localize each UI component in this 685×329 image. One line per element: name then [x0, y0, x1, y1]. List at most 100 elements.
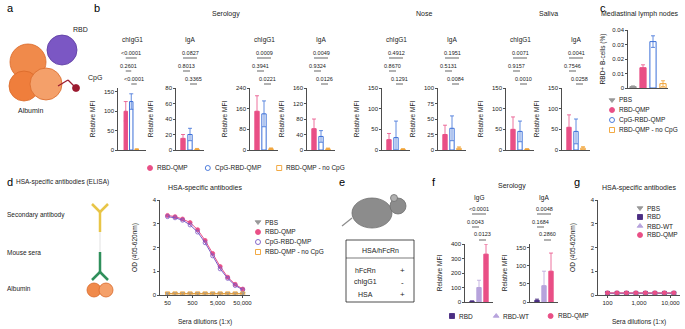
svg-text:10,000: 10,000 — [661, 300, 680, 306]
svg-text:100: 100 — [516, 263, 527, 269]
svg-text:1,000: 1,000 — [631, 300, 647, 306]
svg-text:5,000: 5,000 — [210, 300, 226, 306]
svg-text:150: 150 — [368, 85, 379, 91]
svg-text:chIgG1: chIgG1 — [254, 36, 275, 44]
svg-text:0.0043: 0.0043 — [467, 219, 484, 225]
svg-text:150: 150 — [104, 89, 115, 95]
svg-text:RBD: RBD — [459, 313, 473, 320]
svg-text:0.0010: 0.0010 — [515, 76, 532, 82]
svg-text:CpG-RBD-QMP: CpG-RBD-QMP — [215, 164, 261, 172]
svg-text:0.1951: 0.1951 — [444, 50, 461, 56]
svg-text:Serology: Serology — [212, 10, 240, 18]
svg-text:3: 3 — [153, 221, 157, 227]
svg-text:CpG-RBD-QMP: CpG-RBD-QMP — [619, 116, 665, 124]
svg-text:25: 25 — [427, 132, 434, 138]
svg-text:120: 120 — [293, 101, 304, 107]
svg-text:100: 100 — [104, 108, 115, 114]
svg-text:1: 1 — [591, 268, 595, 274]
svg-text:0.03: 0.03 — [612, 42, 624, 48]
svg-text:Relative MFI: Relative MFI — [278, 101, 285, 138]
svg-text:75: 75 — [427, 101, 434, 107]
svg-text:0.4912: 0.4912 — [388, 50, 405, 56]
svg-text:RBD-QMP: RBD-QMP — [157, 164, 188, 172]
svg-text:200: 200 — [451, 270, 462, 276]
svg-text:IgA: IgA — [316, 36, 326, 44]
svg-text:Relative MFI: Relative MFI — [89, 101, 96, 138]
svg-text:Mouse sera: Mouse sera — [7, 249, 41, 256]
svg-text:2: 2 — [591, 245, 595, 251]
svg-text:160: 160 — [293, 85, 304, 91]
svg-text:0.0009: 0.0009 — [256, 50, 273, 56]
svg-text:Relative MFI: Relative MFI — [477, 101, 484, 138]
svg-text:IgG: IgG — [474, 194, 484, 202]
svg-text:a: a — [7, 2, 14, 14]
svg-text:150: 150 — [516, 245, 527, 251]
svg-text:Relative MFI: Relative MFI — [533, 101, 540, 138]
svg-text:HSA-specific antibodies: HSA-specific antibodies — [602, 184, 676, 192]
svg-text:100: 100 — [602, 300, 613, 306]
svg-text:RBD-WT: RBD-WT — [503, 313, 529, 320]
svg-text:0.2860: 0.2860 — [539, 231, 556, 237]
svg-text:0.8670: 0.8670 — [384, 63, 401, 69]
svg-text:0: 0 — [458, 299, 462, 305]
svg-text:Albumin: Albumin — [18, 107, 43, 114]
svg-text:Secondary antibody: Secondary antibody — [7, 211, 65, 219]
svg-text:0: 0 — [591, 292, 595, 298]
svg-text:Sera dilutions (1:x): Sera dilutions (1:x) — [178, 318, 232, 326]
svg-text:PBS: PBS — [647, 205, 661, 212]
svg-text:400: 400 — [451, 241, 462, 247]
svg-text:300: 300 — [451, 256, 462, 262]
svg-text:RBD: RBD — [647, 213, 661, 220]
svg-text:100: 100 — [451, 285, 462, 291]
svg-text:RBD-QMP: RBD-QMP — [558, 312, 589, 320]
svg-text:Mediastinal lymph nodes: Mediastinal lymph nodes — [601, 10, 679, 18]
svg-text:0: 0 — [243, 147, 247, 153]
svg-text:160: 160 — [236, 106, 247, 112]
svg-text:c: c — [600, 2, 606, 14]
svg-text:4: 4 — [591, 197, 595, 203]
svg-text:g: g — [574, 176, 580, 188]
svg-text:40: 40 — [165, 116, 172, 122]
svg-text:<0.0001: <0.0001 — [469, 206, 489, 212]
svg-text:Sera dilutions (1:x): Sera dilutions (1:x) — [612, 318, 666, 326]
svg-text:100: 100 — [492, 106, 503, 112]
svg-text:e: e — [339, 176, 345, 188]
svg-text:80: 80 — [239, 126, 246, 132]
svg-text:0.1684: 0.1684 — [532, 219, 549, 225]
svg-text:40: 40 — [296, 132, 303, 138]
svg-text:RBD-WT: RBD-WT — [647, 223, 673, 230]
svg-text:HSA-specific antibodies: HSA-specific antibodies — [168, 184, 242, 192]
svg-text:3: 3 — [591, 221, 595, 227]
svg-text:chIgG1: chIgG1 — [510, 36, 531, 44]
svg-text:100: 100 — [424, 85, 435, 91]
svg-text:RBD-QMP - no CpG: RBD-QMP - no CpG — [265, 248, 324, 256]
svg-text:0.0041: 0.0041 — [568, 50, 585, 56]
svg-text:-: - — [401, 278, 404, 287]
svg-text:0.01: 0.01 — [612, 71, 624, 77]
svg-text:HSA/hFcRn: HSA/hFcRn — [362, 247, 399, 254]
svg-text:Relative MFI: Relative MFI — [409, 101, 416, 138]
svg-text:PBS: PBS — [265, 219, 279, 226]
svg-text:0: 0 — [111, 147, 115, 153]
svg-text:Relative MFI: Relative MFI — [353, 101, 360, 138]
svg-text:Relative MFI: Relative MFI — [436, 255, 443, 292]
svg-text:0.0049: 0.0049 — [313, 50, 330, 56]
svg-text:RBD-QMP - no CpG: RBD-QMP - no CpG — [619, 126, 678, 134]
svg-text:<0.0001: <0.0001 — [124, 76, 144, 82]
svg-text:500: 500 — [188, 300, 199, 306]
svg-text:0.0258: 0.0258 — [571, 76, 588, 82]
svg-text:IgA: IgA — [185, 36, 195, 44]
svg-text:OD (405-620nm): OD (405-620nm) — [131, 223, 139, 272]
svg-text:Nose: Nose — [416, 10, 432, 17]
svg-text:0.0126: 0.0126 — [316, 76, 333, 82]
svg-text:20: 20 — [165, 132, 172, 138]
svg-text:0.0221: 0.0221 — [259, 76, 276, 82]
svg-text:<0.0001: <0.0001 — [121, 50, 141, 56]
svg-text:2: 2 — [153, 245, 157, 251]
svg-text:chIgG1: chIgG1 — [386, 36, 407, 44]
svg-text:RBD-QMP - no CpG: RBD-QMP - no CpG — [286, 164, 345, 172]
svg-text:CpG-RBD-QMP: CpG-RBD-QMP — [265, 238, 311, 246]
svg-text:0: 0 — [375, 147, 379, 153]
svg-text:chIgG1: chIgG1 — [122, 36, 143, 44]
svg-text:chIgG1: chIgG1 — [354, 278, 377, 286]
